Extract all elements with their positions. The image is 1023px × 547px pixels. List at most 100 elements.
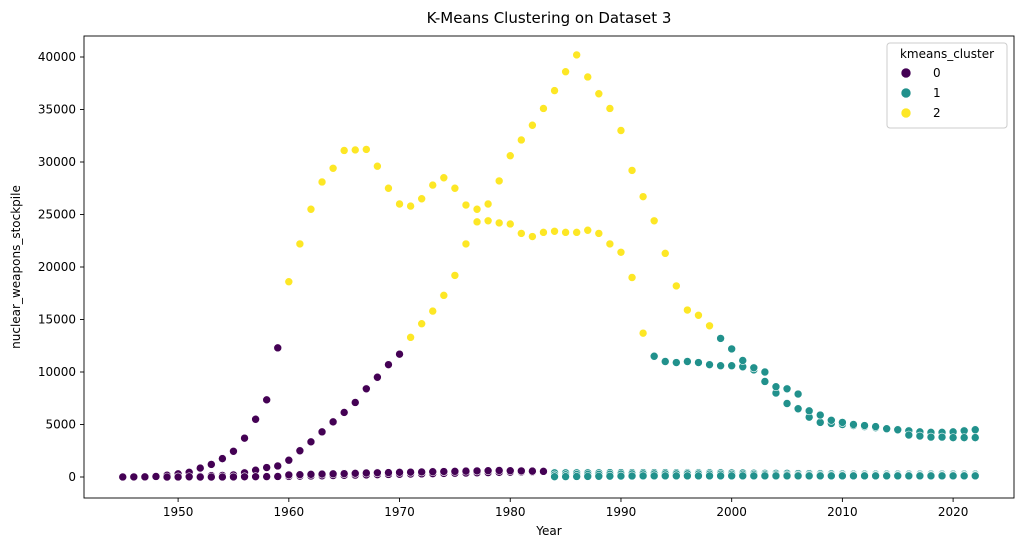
point-cluster-1 bbox=[727, 344, 736, 354]
point-cluster-2 bbox=[638, 328, 648, 338]
point-cluster-2 bbox=[561, 67, 570, 76]
point-cluster-2 bbox=[638, 192, 648, 201]
point-cluster-1 bbox=[782, 399, 792, 408]
point-cluster-0 bbox=[240, 433, 249, 443]
point-cluster-0 bbox=[528, 466, 537, 476]
point-cluster-2 bbox=[472, 204, 482, 214]
point-cluster-1 bbox=[649, 351, 659, 361]
point-cluster-1 bbox=[572, 472, 581, 481]
point-cluster-1 bbox=[760, 471, 770, 481]
legend-marker-2 bbox=[900, 107, 912, 119]
y-tick-label: 10000 bbox=[38, 365, 76, 379]
point-cluster-0 bbox=[328, 417, 338, 427]
point-cluster-0 bbox=[339, 408, 349, 417]
y-tick-label: 25000 bbox=[38, 208, 76, 222]
point-cluster-1 bbox=[948, 471, 958, 481]
point-cluster-1 bbox=[616, 471, 626, 481]
point-cluster-1 bbox=[561, 472, 570, 481]
point-cluster-1 bbox=[694, 358, 703, 367]
x-tick-label: 1950 bbox=[163, 505, 194, 519]
point-cluster-2 bbox=[694, 310, 703, 320]
point-cluster-2 bbox=[339, 146, 349, 155]
point-cluster-0 bbox=[284, 470, 294, 480]
point-cluster-2 bbox=[594, 229, 604, 238]
point-cluster-0 bbox=[428, 467, 438, 477]
point-cluster-1 bbox=[716, 361, 725, 371]
point-cluster-1 bbox=[705, 471, 714, 481]
point-cluster-2 bbox=[450, 271, 460, 280]
point-cluster-0 bbox=[494, 466, 504, 475]
x-axis-label: Year bbox=[535, 524, 561, 538]
point-cluster-1 bbox=[893, 425, 903, 435]
point-cluster-1 bbox=[959, 433, 969, 442]
point-cluster-2 bbox=[362, 145, 371, 154]
x-tick-label: 1960 bbox=[274, 505, 305, 519]
point-cluster-1 bbox=[727, 361, 736, 371]
point-cluster-2 bbox=[461, 200, 471, 210]
point-cluster-0 bbox=[262, 395, 271, 405]
point-cluster-0 bbox=[384, 468, 393, 477]
x-tick-label: 2000 bbox=[716, 505, 747, 519]
point-cluster-0 bbox=[218, 454, 227, 463]
legend-box bbox=[886, 42, 1008, 129]
point-cluster-1 bbox=[672, 358, 681, 367]
y-tick-label: 5000 bbox=[45, 418, 76, 432]
point-cluster-2 bbox=[528, 120, 537, 130]
point-cluster-0 bbox=[450, 467, 460, 476]
legend-title: kmeans_cluster bbox=[900, 47, 994, 61]
chart-title: K-Means Clustering on Dataset 3 bbox=[427, 9, 672, 27]
point-cluster-0 bbox=[306, 437, 316, 447]
legend-label-1: 1 bbox=[933, 86, 941, 100]
point-cluster-1 bbox=[782, 384, 792, 394]
point-cluster-0 bbox=[472, 466, 482, 476]
legend-label-0: 0 bbox=[933, 66, 941, 80]
point-cluster-0 bbox=[218, 472, 227, 482]
point-cluster-0 bbox=[328, 469, 338, 479]
point-cluster-0 bbox=[129, 472, 139, 482]
point-cluster-0 bbox=[229, 472, 238, 482]
point-cluster-2 bbox=[505, 219, 515, 229]
point-cluster-1 bbox=[882, 424, 891, 434]
point-cluster-1 bbox=[749, 363, 759, 373]
point-cluster-1 bbox=[705, 360, 714, 369]
point-cluster-0 bbox=[350, 398, 360, 407]
point-cluster-1 bbox=[871, 471, 880, 481]
point-cluster-2 bbox=[616, 126, 626, 135]
point-cluster-0 bbox=[295, 470, 305, 479]
point-cluster-1 bbox=[959, 471, 969, 481]
point-cluster-1 bbox=[793, 471, 803, 481]
point-cluster-1 bbox=[660, 471, 670, 481]
point-cluster-1 bbox=[849, 471, 858, 481]
point-cluster-1 bbox=[638, 471, 648, 481]
point-cluster-1 bbox=[782, 471, 792, 481]
points-layer bbox=[118, 50, 980, 482]
point-cluster-1 bbox=[838, 471, 847, 481]
point-cluster-2 bbox=[550, 227, 559, 236]
point-cluster-0 bbox=[373, 372, 382, 382]
point-cluster-0 bbox=[140, 472, 150, 482]
point-cluster-2 bbox=[461, 239, 471, 249]
point-cluster-1 bbox=[970, 425, 980, 435]
point-cluster-0 bbox=[505, 466, 515, 476]
point-cluster-1 bbox=[672, 471, 681, 481]
point-cluster-2 bbox=[494, 176, 504, 186]
y-axis-label: nuclear_weapons_stockpile bbox=[9, 185, 23, 349]
point-cluster-0 bbox=[517, 466, 526, 476]
point-cluster-2 bbox=[328, 164, 338, 173]
point-cluster-0 bbox=[262, 463, 271, 472]
point-cluster-2 bbox=[660, 249, 670, 258]
point-cluster-1 bbox=[793, 389, 803, 399]
point-cluster-1 bbox=[882, 471, 891, 481]
point-cluster-1 bbox=[771, 382, 781, 392]
y-tick-label: 15000 bbox=[38, 313, 76, 327]
point-cluster-2 bbox=[428, 180, 438, 190]
point-cluster-2 bbox=[539, 104, 548, 113]
point-cluster-1 bbox=[760, 377, 770, 386]
point-cluster-2 bbox=[494, 218, 504, 228]
point-cluster-2 bbox=[539, 228, 548, 237]
point-cluster-0 bbox=[306, 470, 316, 479]
point-cluster-0 bbox=[195, 463, 205, 473]
point-cluster-1 bbox=[771, 471, 781, 481]
point-cluster-0 bbox=[339, 469, 349, 478]
point-cluster-2 bbox=[439, 173, 449, 183]
